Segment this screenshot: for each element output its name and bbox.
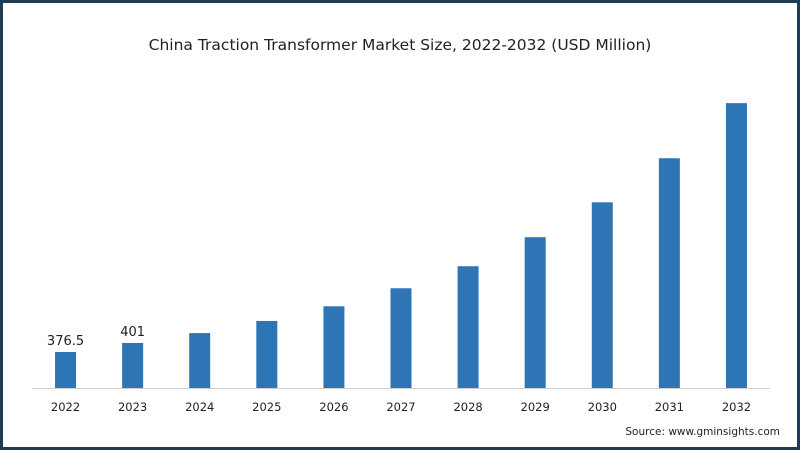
bar-2027: [390, 288, 412, 388]
x-tick-label: 2027: [386, 400, 415, 414]
x-tick-label: 2022: [51, 400, 80, 414]
x-tick-label: 2030: [588, 400, 617, 414]
data-label: 401: [120, 325, 145, 340]
x-tick-label: 2023: [118, 400, 147, 414]
x-tick-label: 2029: [521, 400, 550, 414]
x-tick-label: 2032: [722, 400, 751, 414]
bar-2025: [256, 320, 278, 388]
bar-2029: [524, 237, 546, 388]
chart-title: China Traction Transformer Market Size, …: [148, 36, 652, 54]
x-tick-label: 2024: [185, 400, 214, 414]
x-tick-label: 2026: [319, 400, 348, 414]
bar-2026: [323, 306, 345, 388]
bar-2031: [658, 158, 680, 388]
x-tick-label: 2025: [252, 400, 281, 414]
bar-2023: [122, 343, 144, 388]
bar-2028: [457, 266, 479, 388]
x-tick-label: 2028: [453, 400, 482, 414]
data-label: 376.5: [47, 334, 84, 349]
x-tick-label: 2031: [655, 400, 684, 414]
source-note: Source: www.gminsights.com: [625, 426, 780, 438]
bar-2022: [55, 352, 77, 388]
bar-2030: [591, 202, 613, 388]
bar-2024: [189, 333, 211, 388]
bar-2032: [725, 103, 747, 389]
